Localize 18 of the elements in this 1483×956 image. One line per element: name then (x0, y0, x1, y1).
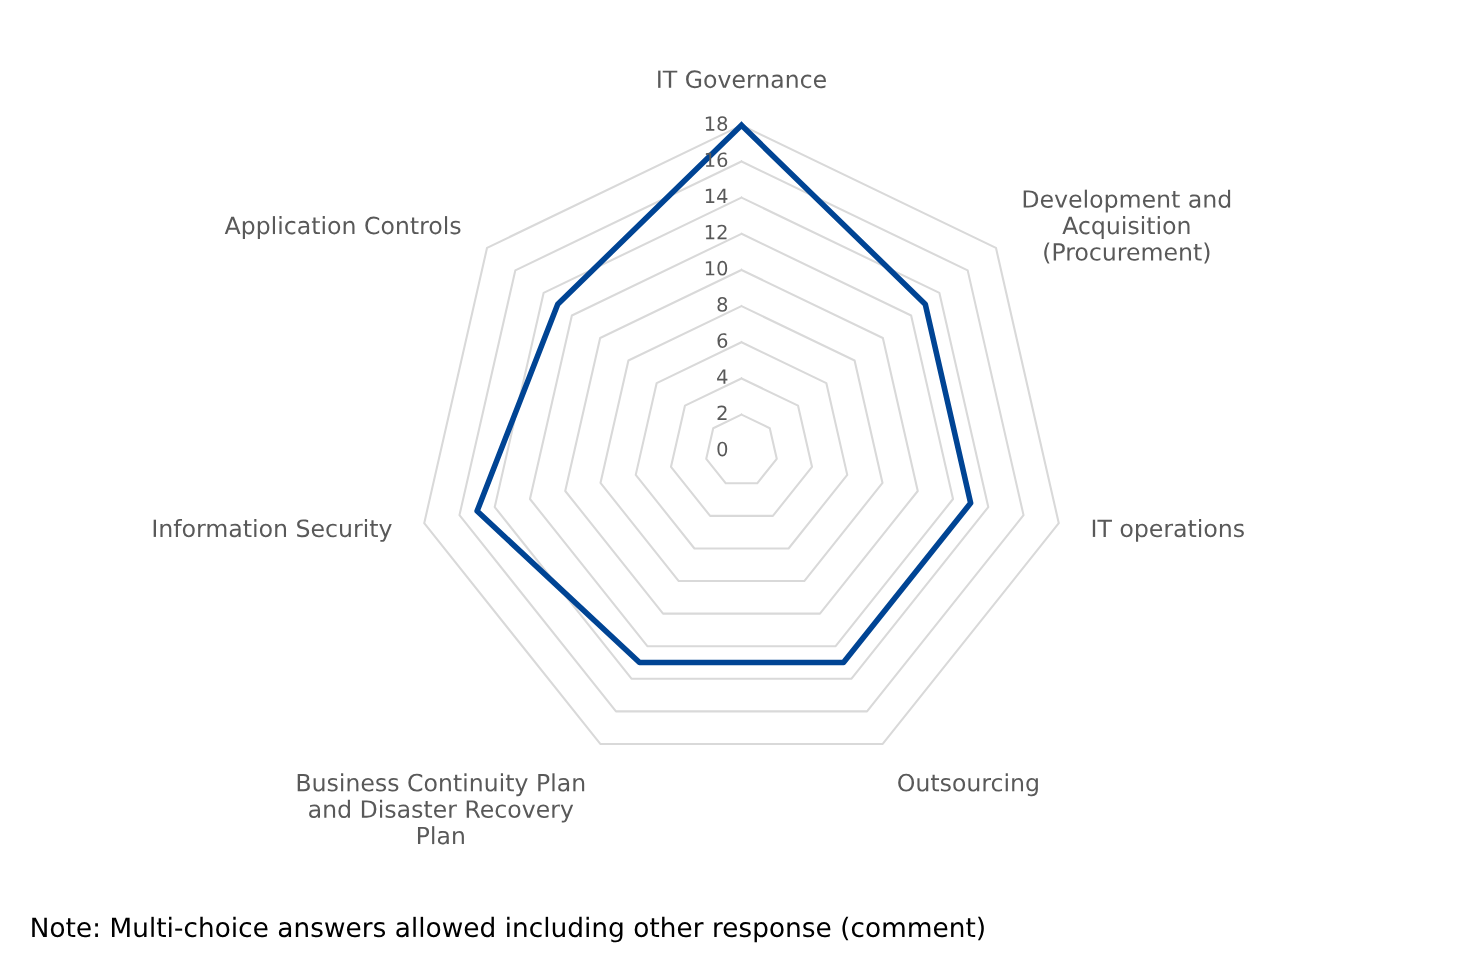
y-tick-label: 2 (717, 405, 727, 420)
spoke-label: Outsourcing (898, 773, 1038, 797)
y-tick-label: 16 (705, 152, 728, 168)
y-tick-label: 10 (705, 260, 728, 276)
text: Note: Multi-choice answers allowed including other response (comment) (32, 916, 984, 943)
y-tick-label: 0 (717, 441, 728, 457)
y-tick-label: 12 (705, 224, 727, 240)
spoke-label: Development and Acquisition (Procurement) (1023, 189, 1231, 264)
spoke-label: Application Controls (224, 216, 461, 239)
y-tick-label: 18 (705, 116, 728, 131)
spoke-label: IT operations (1092, 518, 1244, 542)
y-tick-label: 14 (705, 188, 728, 203)
y-tick-label: 8 (717, 297, 728, 312)
spoke-label: IT Governance (658, 70, 826, 89)
y-tick-label: 4 (717, 369, 728, 384)
spoke-label: Business Continuity Plan and Disaster Recovery Plan (297, 773, 585, 845)
spoke-label: Information Security (153, 518, 392, 542)
y-tick-label: 6 (717, 333, 728, 348)
